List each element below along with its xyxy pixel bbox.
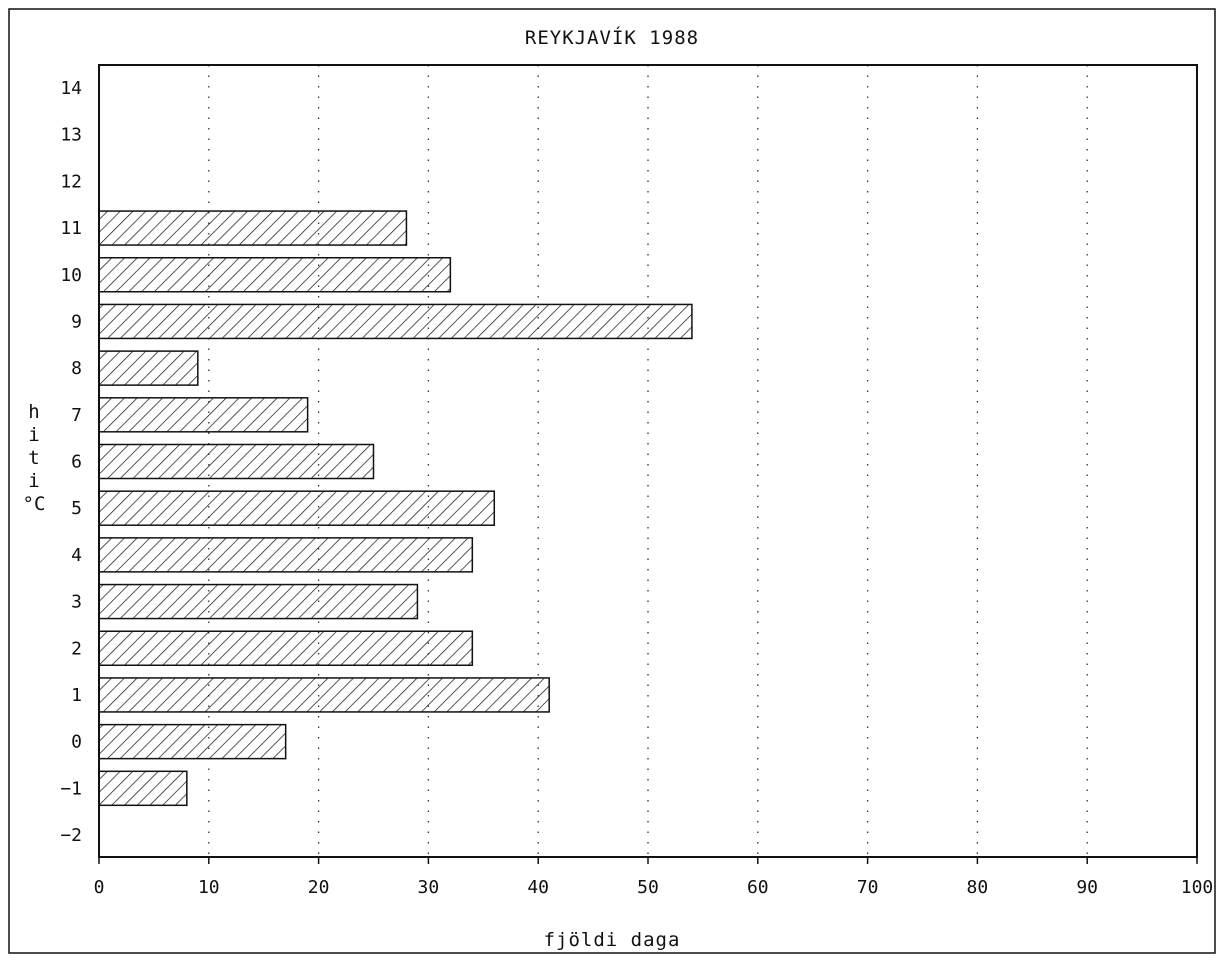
bar-9 <box>98 303 693 340</box>
y-tick-label-5: 5 <box>71 498 82 519</box>
bar-10 <box>98 257 452 293</box>
y-tick-label-14: 14 <box>60 78 82 99</box>
bar-8 <box>98 350 199 386</box>
x-axis-ticks: 0 10 20 30 40 50 60 70 80 90 100 <box>94 857 1214 898</box>
y-label-char-2: t <box>28 447 39 469</box>
y-tick-label-1: 1 <box>71 685 82 706</box>
y-tick-label-13: 13 <box>60 125 82 146</box>
bar-0 <box>98 723 287 760</box>
y-label-char-4: °C <box>23 493 46 515</box>
x-tick-label-0: 0 <box>94 877 105 898</box>
y-tick-label-9: 9 <box>71 311 82 332</box>
y-tick-label--1: −1 <box>60 778 82 799</box>
y-label-char-0: h <box>28 401 39 423</box>
outer-frame <box>8 8 1216 954</box>
x-tick-label-100: 100 <box>1181 877 1214 898</box>
x-tick-label-20: 20 <box>308 877 330 898</box>
y-tick-label--2: −2 <box>60 825 82 846</box>
bar--1 <box>98 770 188 807</box>
y-tick-label-4: 4 <box>71 545 82 566</box>
x-tick-label-30: 30 <box>418 877 440 898</box>
y-tick-label-0: 0 <box>71 732 82 753</box>
x-tick-label-90: 90 <box>1076 877 1098 898</box>
x-axis-label: fjöldi daga <box>544 929 681 951</box>
y-tick-label-10: 10 <box>60 265 82 286</box>
x-tick-label-50: 50 <box>637 877 659 898</box>
y-tick-label-11: 11 <box>60 218 82 239</box>
chart-title: REYKJAVÍK 1988 <box>525 26 699 49</box>
bar-11 <box>98 210 408 246</box>
x-tick-label-80: 80 <box>967 877 989 898</box>
bar-1 <box>98 677 550 713</box>
bar-6 <box>98 443 375 480</box>
y-tick-label-2: 2 <box>71 638 82 659</box>
y-tick-label-3: 3 <box>71 592 82 613</box>
bar-5 <box>98 490 496 526</box>
y-tick-label-12: 12 <box>60 171 82 192</box>
y-tick-label-6: 6 <box>71 452 82 473</box>
bar-4 <box>98 537 474 573</box>
y-label-char-3: i <box>28 470 39 492</box>
y-tick-label-7: 7 <box>71 405 82 426</box>
plot-frame <box>98 64 1198 858</box>
bar-3 <box>98 583 419 620</box>
y-tick-label-8: 8 <box>71 358 82 379</box>
bar-2 <box>98 630 474 666</box>
x-tick-label-40: 40 <box>527 877 549 898</box>
x-tick-label-70: 70 <box>857 877 879 898</box>
y-label-char-1: i <box>28 424 39 446</box>
bars <box>98 210 693 807</box>
x-tick-label-10: 10 <box>198 877 220 898</box>
x-tick-label-60: 60 <box>747 877 769 898</box>
bar-7 <box>98 397 309 433</box>
